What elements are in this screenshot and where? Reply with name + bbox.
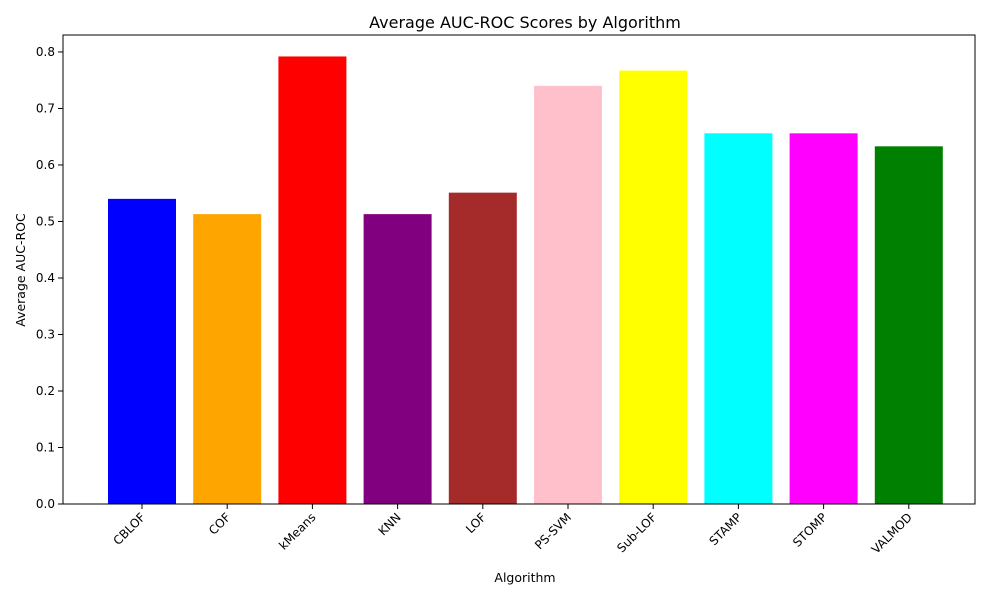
y-tick-label: 0.4 [36, 271, 55, 285]
y-tick-label: 0.0 [36, 497, 55, 511]
bar-ps-svm [534, 85, 602, 505]
y-tick-label: 0.7 [36, 101, 55, 115]
y-tick-label: 0.6 [36, 158, 55, 172]
y-tick-label: 0.2 [36, 384, 55, 398]
y-tick-label: 0.5 [36, 214, 55, 228]
bars-group [108, 56, 943, 505]
y-axis-ticks: 0.0 0.1 0.2 0.3 0.4 0.5 0.6 0.7 0.8 [36, 45, 63, 511]
bar-lof [448, 192, 517, 505]
chart-title: Average AUC-ROC Scores by Algorithm [369, 13, 681, 32]
bar-stomp [789, 133, 858, 504]
bar-stamp [704, 133, 773, 504]
bar-knn [363, 214, 432, 505]
bar-cof [193, 214, 262, 505]
y-tick-label: 0.8 [36, 45, 55, 59]
x-axis-label: Algorithm [494, 570, 555, 585]
bar-kmeans [278, 56, 347, 504]
y-tick-label: 0.1 [36, 440, 55, 454]
bar-valmod [874, 146, 943, 504]
y-tick-label: 0.3 [36, 327, 55, 341]
bar-sub-lof [619, 70, 688, 505]
y-axis-label: Average AUC-ROC [13, 213, 28, 327]
plot-frame [62, 34, 976, 505]
bar-cblof [108, 198, 176, 504]
